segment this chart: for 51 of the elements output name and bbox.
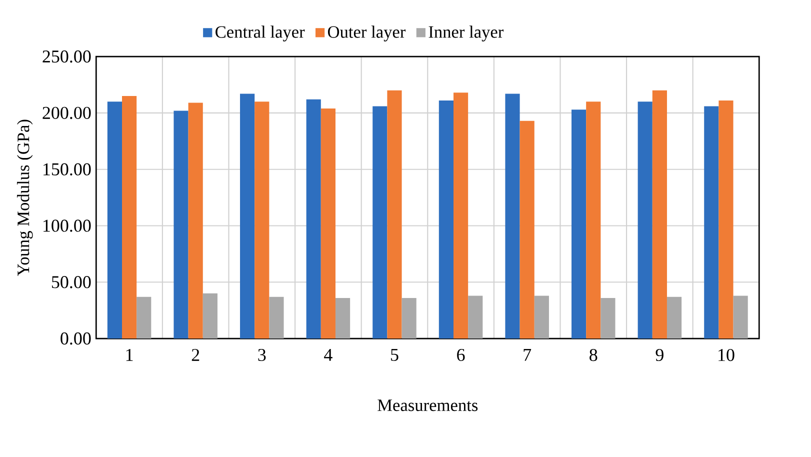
bar: [666, 296, 682, 339]
bar: [335, 298, 350, 339]
y-tick-label: 0.00: [60, 332, 91, 345]
bar: [188, 102, 203, 339]
bar: [174, 110, 188, 339]
x-tick-label: 6: [457, 348, 465, 362]
bar: [240, 94, 255, 339]
x-tick-label: 1: [126, 348, 133, 361]
bar: [122, 96, 137, 339]
legend-label: Inner layer: [428, 26, 504, 42]
x-tick-label: 2: [192, 348, 200, 361]
y-tick-label: 250.00: [42, 50, 91, 63]
y-axis-title: Young Modulus (GPa): [17, 120, 33, 276]
bar: [306, 99, 321, 339]
bar: [136, 296, 152, 339]
bar: [320, 108, 336, 339]
x-tick-label: 5: [391, 348, 398, 361]
x-axis-title: Measurements: [378, 400, 478, 412]
bar: [586, 102, 601, 339]
bar: [718, 100, 734, 339]
bar: [468, 296, 483, 339]
x-tick-label: 7: [524, 348, 532, 361]
bar: [572, 110, 586, 339]
y-tick-label: 50.00: [52, 276, 91, 288]
bar: [505, 94, 520, 339]
x-tick-label: 10: [718, 348, 734, 362]
bar: [372, 106, 388, 339]
bar: [402, 298, 416, 339]
bar: [269, 296, 284, 339]
bar: [733, 296, 748, 339]
bar: [254, 102, 270, 339]
bar: [107, 102, 122, 339]
x-tick-label: 9: [656, 348, 664, 362]
bar: [638, 102, 652, 339]
bar: [202, 293, 218, 339]
bar: [520, 120, 534, 339]
legend-label: Central layer: [216, 26, 305, 42]
bar: [438, 100, 454, 339]
x-tick-label: 3: [258, 348, 266, 362]
x-tick-label: 4: [324, 348, 332, 361]
y-tick-label: 200.00: [42, 106, 91, 120]
bar: [387, 90, 402, 339]
bar: [454, 92, 468, 339]
legend-label: Outer layer: [328, 26, 406, 42]
y-tick-label: 100.00: [44, 220, 91, 232]
bar: [704, 106, 719, 339]
y-tick-label: 150.00: [44, 163, 91, 176]
bar: [600, 298, 616, 339]
bar: [652, 90, 667, 339]
x-tick-label: 8: [590, 348, 598, 362]
bar: [534, 296, 549, 339]
